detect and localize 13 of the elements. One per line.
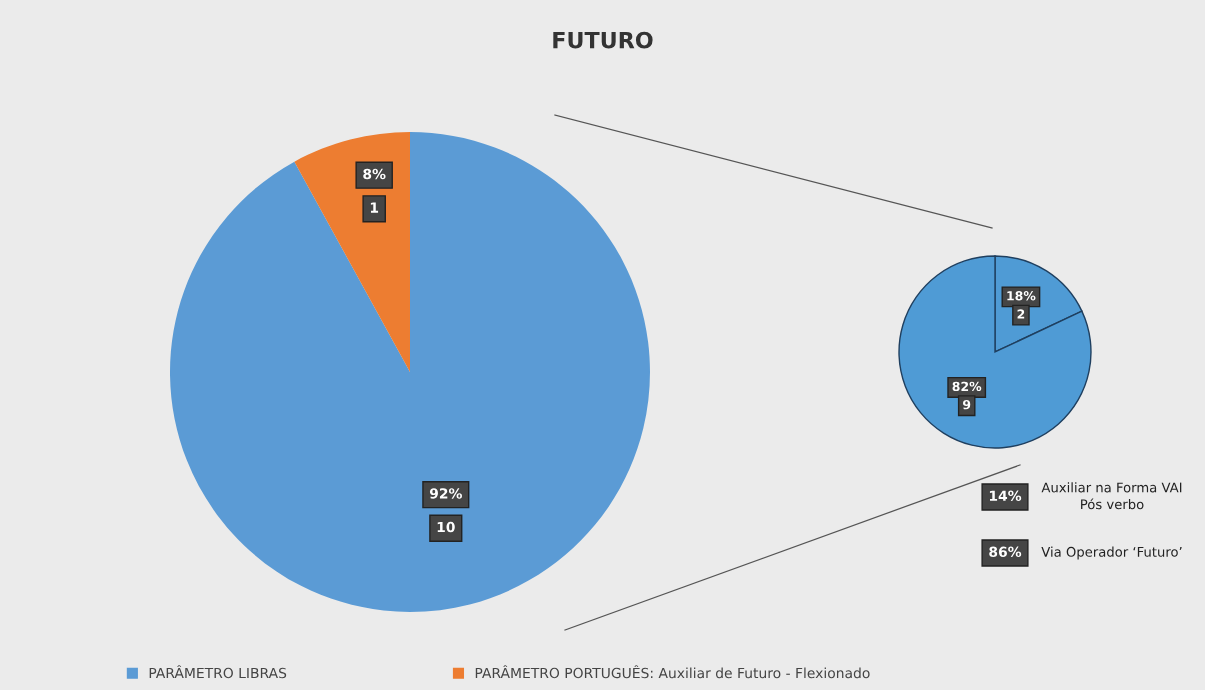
text: Via Operador ‘Futuro’ xyxy=(1041,546,1182,560)
legend-label: PARÂMETRO LIBRAS xyxy=(149,665,287,679)
text: 14% xyxy=(989,490,1022,502)
pie-slice xyxy=(898,255,1092,449)
legend-label: PARÂMETRO PORTUGUÊS: Auxiliar de Futuro - Flexionado xyxy=(475,665,870,679)
chart-title: FUTURO xyxy=(553,31,653,49)
data-label: 82% 9 xyxy=(952,381,982,410)
text: 86% xyxy=(989,546,1022,558)
text: Auxiliar na Forma VAI Pós verbo xyxy=(1041,482,1182,510)
pie-slice xyxy=(170,132,650,612)
text: 92% 10 xyxy=(429,488,462,533)
text: 8% 1 xyxy=(363,168,386,213)
data-label: 18% 2 xyxy=(1007,291,1036,319)
